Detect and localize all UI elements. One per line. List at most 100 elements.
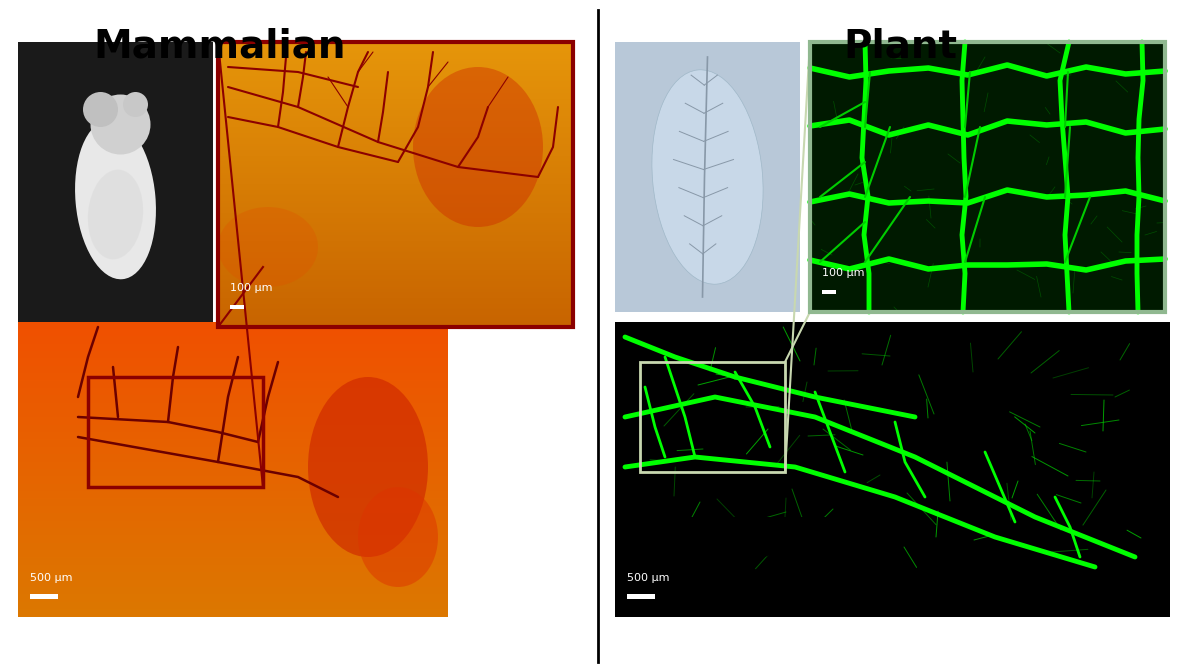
Bar xyxy=(218,164,574,165)
Bar xyxy=(218,282,574,283)
Bar xyxy=(18,427,448,428)
Bar xyxy=(18,392,448,393)
Bar xyxy=(218,148,574,149)
Bar xyxy=(18,595,448,596)
Bar xyxy=(18,585,448,586)
Bar xyxy=(18,485,448,486)
Bar xyxy=(218,285,574,286)
Bar xyxy=(218,230,574,231)
Bar xyxy=(218,238,574,239)
Bar xyxy=(218,313,574,314)
Bar xyxy=(18,347,448,348)
Bar xyxy=(218,219,574,220)
Bar xyxy=(218,126,574,127)
Bar xyxy=(218,260,574,261)
Bar xyxy=(218,110,574,111)
Bar xyxy=(18,545,448,546)
Bar xyxy=(18,512,448,513)
Bar xyxy=(18,375,448,376)
Bar xyxy=(218,52,574,53)
Bar xyxy=(18,501,448,502)
Bar xyxy=(218,268,574,269)
Bar xyxy=(18,565,448,566)
Bar xyxy=(18,552,448,553)
Bar xyxy=(18,417,448,418)
Bar xyxy=(18,391,448,392)
Bar xyxy=(18,531,448,532)
Bar xyxy=(218,255,574,256)
Bar xyxy=(18,606,448,607)
Polygon shape xyxy=(616,517,916,617)
Bar xyxy=(218,283,574,284)
Bar xyxy=(18,492,448,493)
Bar xyxy=(18,364,448,365)
Bar xyxy=(18,389,448,390)
Bar xyxy=(18,360,448,361)
Bar xyxy=(218,102,574,103)
Bar xyxy=(218,54,574,55)
Bar xyxy=(218,265,574,266)
Bar xyxy=(18,399,448,400)
Bar xyxy=(18,345,448,346)
Bar xyxy=(218,266,574,267)
Bar xyxy=(18,589,448,590)
Bar xyxy=(18,387,448,388)
Bar xyxy=(18,439,448,440)
Bar xyxy=(18,322,448,323)
Bar xyxy=(18,386,448,387)
Bar xyxy=(218,199,574,200)
Bar xyxy=(218,171,574,172)
Bar xyxy=(218,262,574,263)
Bar xyxy=(18,505,448,506)
Bar xyxy=(18,343,448,344)
Bar xyxy=(218,209,574,210)
Bar xyxy=(18,510,448,511)
Bar xyxy=(218,103,574,104)
Bar xyxy=(218,42,574,327)
Bar xyxy=(18,469,448,470)
Bar xyxy=(218,82,574,83)
Bar xyxy=(18,541,448,542)
Bar xyxy=(18,609,448,610)
Bar xyxy=(218,142,574,143)
Bar xyxy=(218,250,574,251)
Bar xyxy=(18,423,448,424)
Bar xyxy=(218,154,574,155)
Bar xyxy=(18,592,448,593)
Bar xyxy=(18,335,448,336)
Bar xyxy=(218,70,574,71)
Bar xyxy=(218,45,574,46)
Bar xyxy=(218,121,574,122)
Bar xyxy=(18,355,448,356)
Bar xyxy=(18,425,448,426)
Bar xyxy=(18,511,448,512)
Bar xyxy=(18,495,448,496)
Bar xyxy=(18,476,448,477)
Bar xyxy=(18,424,448,425)
Bar xyxy=(218,256,574,257)
Bar xyxy=(18,527,448,528)
Bar xyxy=(810,42,1165,312)
Bar xyxy=(218,72,574,73)
Bar xyxy=(18,396,448,397)
Bar xyxy=(218,306,574,307)
Bar xyxy=(218,259,574,260)
Bar xyxy=(218,157,574,158)
Bar xyxy=(218,136,574,137)
Bar xyxy=(18,327,448,328)
Bar xyxy=(218,141,574,142)
Bar xyxy=(218,155,574,156)
Bar xyxy=(218,242,574,243)
Bar xyxy=(18,418,448,419)
Bar xyxy=(218,74,574,75)
Bar xyxy=(18,526,448,527)
Bar xyxy=(218,139,574,140)
Bar xyxy=(88,377,263,487)
Bar xyxy=(218,108,574,109)
Bar xyxy=(218,48,574,49)
Bar xyxy=(218,213,574,214)
Bar xyxy=(18,558,448,559)
Bar xyxy=(18,590,448,591)
Bar xyxy=(18,420,448,421)
Bar xyxy=(18,535,448,536)
